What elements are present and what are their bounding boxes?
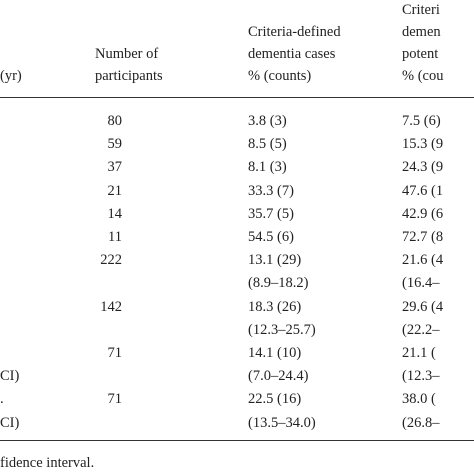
- table-cell: 22.5 (16): [248, 391, 302, 408]
- table-cell: (16.4–: [402, 275, 440, 292]
- table-cell: (8.9–18.2): [248, 275, 309, 292]
- table-cell: (12.3–25.7): [248, 321, 316, 338]
- table-cell: 3.8 (3): [248, 113, 287, 129]
- footnote: fidence interval.: [0, 455, 95, 471]
- table-cell: (26.8–: [402, 414, 440, 431]
- table-cell: CI): [0, 414, 20, 431]
- header-cell: % (counts): [248, 68, 312, 84]
- header-rule: [0, 97, 474, 98]
- table-cell: 15.3 (9: [402, 136, 444, 153]
- header-cell: % (cou: [402, 68, 444, 84]
- table-cell: 47.6 (1: [402, 182, 444, 199]
- table-cell: CI): [0, 368, 20, 385]
- header-cell: participants: [95, 68, 163, 84]
- table-cell: (22.2–: [402, 321, 440, 338]
- header-cell: Criteria-defined: [248, 24, 341, 40]
- table-cell: 38.0 (: [402, 391, 436, 408]
- table-cell: 80: [107, 113, 123, 129]
- header-cell: demen: [402, 24, 441, 40]
- table-cell: (7.0–24.4): [248, 368, 309, 385]
- header-cell: potent: [402, 46, 439, 62]
- table-bottom-rule: [0, 440, 474, 441]
- header-cell: Criteri: [402, 2, 440, 18]
- table-cell: 14: [107, 205, 123, 222]
- table-cell: 29.6 (4: [402, 298, 444, 315]
- table-cell: 42.9 (6: [402, 205, 444, 222]
- header-cell: dementia cases: [248, 46, 336, 62]
- table-cell: 18.3 (26): [248, 298, 302, 315]
- table-cell: 21: [107, 182, 123, 199]
- table-cell: (13.5–34.0): [248, 414, 316, 431]
- table-cell: 13.1 (29): [248, 252, 302, 269]
- table-cell: 24.3 (9: [402, 159, 444, 176]
- header-cell: Number of: [95, 46, 159, 62]
- table-cell: 71: [107, 345, 123, 361]
- table-cell: .: [0, 391, 4, 408]
- table-cell: 21.1 (: [402, 345, 436, 361]
- table-cell: 71: [107, 391, 123, 408]
- table-cell: 14.1 (10): [248, 345, 302, 361]
- table-cell: 21.6 (4: [402, 252, 444, 269]
- table-cell: 8.5 (5): [248, 136, 287, 153]
- table-cell: 54.5 (6): [248, 229, 294, 245]
- table-cell: 72.7 (8: [402, 229, 444, 245]
- table-cell: 222: [100, 252, 122, 269]
- table-cell: 7.5 (6): [402, 113, 441, 129]
- table-cell: 33.3 (7): [248, 182, 294, 199]
- table-cell: (12.3–: [402, 368, 440, 385]
- table-cell: 59: [107, 136, 123, 153]
- table-cell: 142: [100, 298, 122, 315]
- table-cell: 8.1 (3): [248, 159, 287, 176]
- table-cell: 11: [108, 229, 122, 245]
- header-cell: (yr): [0, 68, 22, 84]
- table-cell: 35.7 (5): [248, 205, 294, 222]
- table-cell: 37: [107, 159, 123, 176]
